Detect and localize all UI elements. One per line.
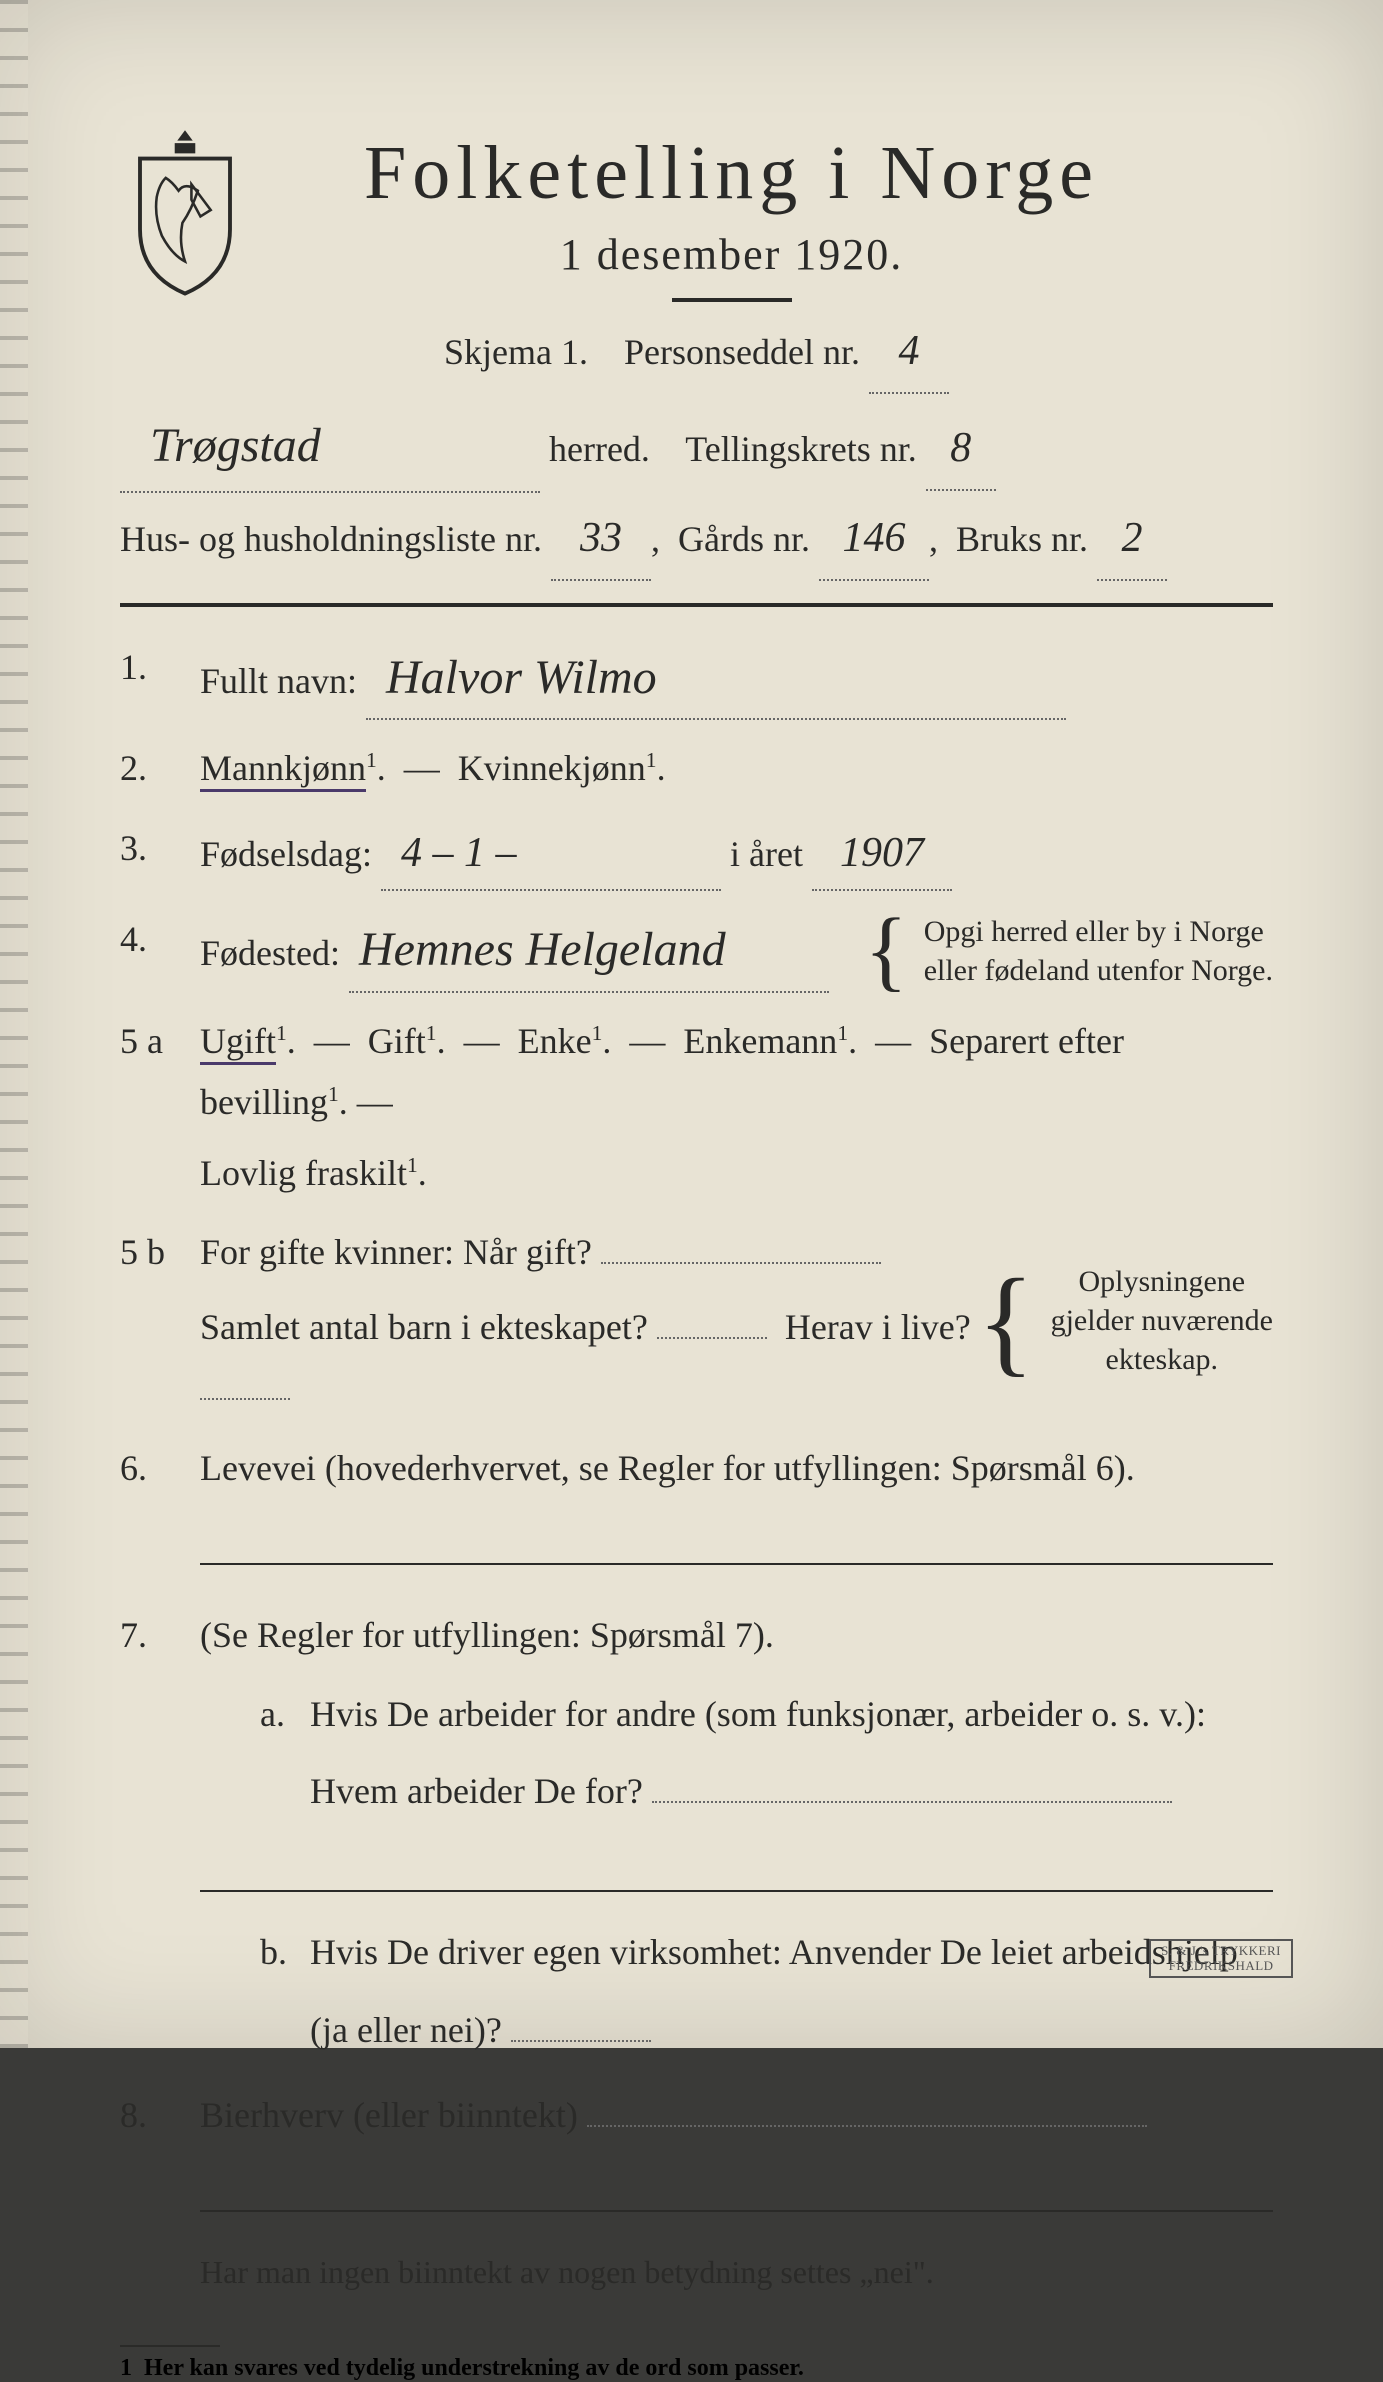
q6-num: 6. xyxy=(120,1438,200,1499)
q8-label: Bierhverv (eller biinntekt) xyxy=(200,2095,578,2135)
q6-answer-line xyxy=(200,1529,1273,1565)
hus-line: Hus- og husholdningsliste nr. 33, Gårds … xyxy=(120,499,1273,581)
q7b-fill xyxy=(511,2002,651,2042)
q5b-brace-icon: { xyxy=(977,1285,1035,1357)
q4-num: 4. xyxy=(120,909,200,993)
q5b-fill2 xyxy=(657,1300,767,1340)
q5b-note1: Oplysningene xyxy=(1078,1265,1245,1298)
q5a-enke: Enke xyxy=(518,1021,592,1061)
q5b-line2b: Herav i live? xyxy=(785,1307,971,1347)
skjema-label: Skjema 1. xyxy=(444,332,588,372)
footnote-rule xyxy=(120,2345,220,2347)
q5b: 5 b For gifte kvinner: Når gift? Samlet … xyxy=(120,1222,1273,1420)
title-rule xyxy=(672,298,792,302)
q7: 7. (Se Regler for utfyllingen: Spørsmål … xyxy=(120,1605,1273,2061)
bottom-note: Har man ingen biinntekt av nogen betydni… xyxy=(200,2242,1273,2303)
skjema-line: Skjema 1. Personseddel nr. 4 xyxy=(120,312,1273,394)
q7b-line1: Hvis De driver egen virksomhet: Anvender… xyxy=(310,1932,1238,1972)
q2-mann: Mannkjønn xyxy=(200,748,366,792)
q4-note1: Opgi herred eller by i Norge xyxy=(924,915,1264,948)
coat-of-arms-icon xyxy=(120,120,250,300)
q1-value: Halvor Wilmo xyxy=(366,637,1066,721)
q1: 1. Fullt navn: Halvor Wilmo xyxy=(120,637,1273,721)
gards-label: Gårds nr. xyxy=(678,519,810,559)
personseddel-nr: 4 xyxy=(869,312,949,394)
q5a: 5 a Ugift1. — Gift1. — Enke1. — Enkemann… xyxy=(120,1011,1273,1205)
stamp-line2: FREDRIKSHALD xyxy=(1169,1958,1274,1973)
stamp-line1: S. & J.'s TRYKKERI xyxy=(1161,1943,1281,1958)
section-divider xyxy=(120,603,1273,607)
q7b-num: b. xyxy=(260,1922,310,2060)
header: Folketelling i Norge 1 desember 1920. xyxy=(120,130,1273,302)
q4-brace-icon: { xyxy=(864,924,907,978)
gards-nr: 146 xyxy=(819,499,929,581)
tellingskrets-label: Tellingskrets nr. xyxy=(685,429,916,469)
herred-label: herred. xyxy=(549,429,650,469)
q7a-line2: Hvem arbeider De for? xyxy=(310,1771,643,1811)
q2: 2. Mannkjønn1. — Kvinnekjønn1. xyxy=(120,738,1273,799)
q5a-ugift: Ugift xyxy=(200,1021,276,1065)
q7a-line1: Hvis De arbeider for andre (som funksjon… xyxy=(310,1694,1206,1734)
q3: 3. Fødselsdag: 4 – 1 – i året 1907 xyxy=(120,818,1273,891)
perforation-edge xyxy=(0,0,28,2048)
q4-value: Hemnes Helgeland xyxy=(349,909,829,993)
q5b-num: 5 b xyxy=(120,1222,200,1420)
hus-nr: 33 xyxy=(551,499,651,581)
q5a-separert: Separert efter bevilling xyxy=(200,1021,1124,1122)
main-title: Folketelling i Norge xyxy=(290,130,1173,217)
q7-num: 7. xyxy=(120,1605,200,2061)
q6: 6. Levevei (hovederhvervet, se Regler fo… xyxy=(120,1438,1273,1499)
q8-num: 8. xyxy=(120,2085,200,2146)
q3-yearlabel: i året xyxy=(730,834,803,874)
q3-label: Fødselsdag: xyxy=(200,834,372,874)
q3-year: 1907 xyxy=(812,818,952,891)
q5a-enkemann: Enkemann xyxy=(683,1021,837,1061)
q5b-note: Oplysningene gjelder nuværende ekteskap. xyxy=(1051,1262,1273,1379)
footnote-text: Her kan svares ved tydelig understreknin… xyxy=(144,2355,804,2381)
footnote: 1 Her kan svares ved tydelig understrekn… xyxy=(120,2333,1273,2382)
q2-sup2: 1 xyxy=(646,748,657,772)
q3-daymonth: 4 – 1 – xyxy=(381,818,721,891)
title-block: Folketelling i Norge 1 desember 1920. xyxy=(290,130,1273,302)
q8-fill xyxy=(587,2087,1147,2127)
q7a-fill xyxy=(652,1764,1172,1804)
bruks-nr: 2 xyxy=(1097,499,1167,581)
q8: 8. Bierhverv (eller biinntekt) xyxy=(120,2085,1273,2146)
q7b-line2: (ja eller nei)? xyxy=(310,2010,502,2050)
subtitle-date: 1 desember 1920. xyxy=(290,229,1173,280)
hus-label: Hus- og husholdningsliste nr. xyxy=(120,519,542,559)
q7a-num: a. xyxy=(260,1684,310,1822)
bruks-label: Bruks nr. xyxy=(956,519,1088,559)
q7a-answer-line xyxy=(200,1856,1273,1892)
q5b-line1: For gifte kvinner: Når gift? xyxy=(200,1232,592,1272)
q6-label: Levevei (hovederhvervet, se Regler for u… xyxy=(200,1448,1135,1488)
q5b-line2a: Samlet antal barn i ekteskapet? xyxy=(200,1307,648,1347)
q4: 4. Fødested: Hemnes Helgeland { Opgi her… xyxy=(120,909,1273,993)
q5b-note2: gjelder nuværende xyxy=(1051,1304,1273,1337)
q5b-fill1 xyxy=(601,1225,881,1265)
printer-stamp: S. & J.'s TRYKKERI FREDRIKSHALD xyxy=(1149,1939,1293,1978)
q1-num: 1. xyxy=(120,637,200,721)
census-form-page: Folketelling i Norge 1 desember 1920. Sk… xyxy=(0,0,1383,2048)
q2-num: 2. xyxy=(120,738,200,799)
q4-note2: eller fødeland utenfor Norge. xyxy=(924,954,1273,987)
q3-num: 3. xyxy=(120,818,200,891)
q5a-fraskilt: Lovlig fraskilt xyxy=(200,1153,407,1193)
tellingskrets-nr: 8 xyxy=(926,409,996,491)
herred-value: Trøgstad xyxy=(120,400,540,493)
footnote-num: 1 xyxy=(120,2355,132,2381)
herred-line: Trøgstad herred. Tellingskrets nr. 8 xyxy=(120,400,1273,493)
q5a-gift: Gift xyxy=(368,1021,426,1061)
q5a-num: 5 a xyxy=(120,1011,200,1205)
q4-note: Opgi herred eller by i Norge eller fødel… xyxy=(924,912,1273,990)
q2-sup1: 1 xyxy=(366,748,377,772)
q2-kvinne: Kvinnekjønn xyxy=(458,748,646,788)
q5b-note3: ekteskap. xyxy=(1106,1343,1218,1376)
q1-label: Fullt navn: xyxy=(200,661,357,701)
q8-answer-line xyxy=(200,2176,1273,2212)
q7-intro: (Se Regler for utfyllingen: Spørsmål 7). xyxy=(200,1615,774,1655)
q4-label: Fødested: xyxy=(200,933,340,973)
q5b-fill3 xyxy=(200,1361,290,1401)
personseddel-label: Personseddel nr. xyxy=(624,332,860,372)
